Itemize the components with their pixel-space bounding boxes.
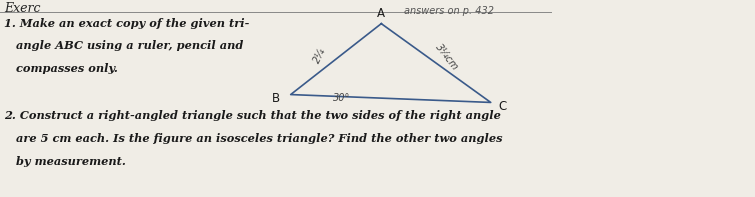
Text: are 5 cm each. Is the figure an isosceles triangle? Find the other two angles: are 5 cm each. Is the figure an isoscele… xyxy=(4,133,502,144)
Text: compasses only.: compasses only. xyxy=(4,63,118,74)
Text: A: A xyxy=(378,7,385,20)
Text: angle ABC using a ruler, pencil and: angle ABC using a ruler, pencil and xyxy=(4,40,243,51)
Text: Exerc: Exerc xyxy=(4,2,40,15)
Text: 2. Construct a right-angled triangle such that the two sides of the right angle: 2. Construct a right-angled triangle suc… xyxy=(4,110,501,121)
Text: 2¼: 2¼ xyxy=(312,46,328,64)
Text: C: C xyxy=(498,100,506,113)
Text: answers on p. 432: answers on p. 432 xyxy=(404,6,494,16)
Text: by measurement.: by measurement. xyxy=(4,156,125,167)
Text: B: B xyxy=(272,92,279,105)
Text: 1. Make an exact copy of the given tri-: 1. Make an exact copy of the given tri- xyxy=(4,18,249,29)
Text: 3¼cm: 3¼cm xyxy=(433,42,461,72)
Text: 30°: 30° xyxy=(332,93,350,102)
